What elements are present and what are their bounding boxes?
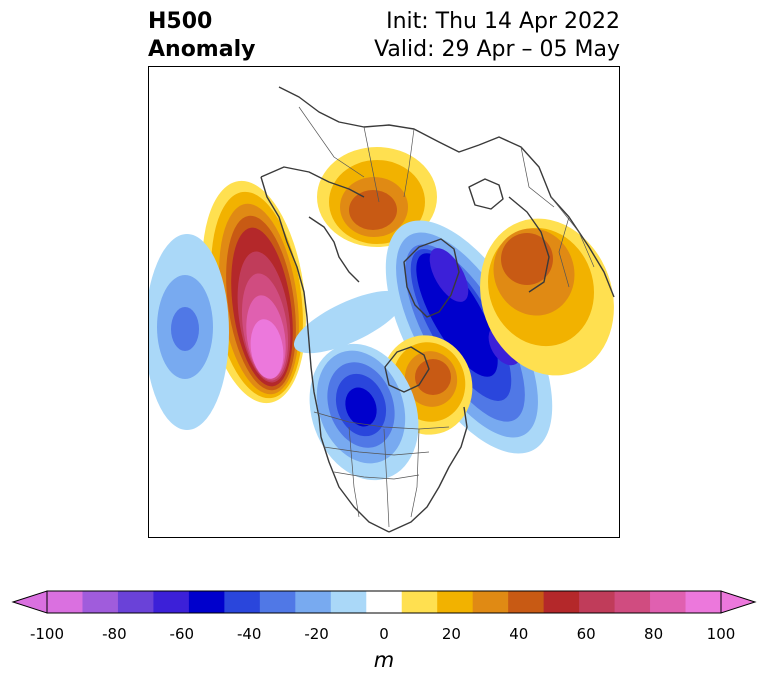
colorbar-swatch: [685, 591, 722, 613]
colorbar-tick-label: -80: [102, 625, 127, 643]
map-canvas: [149, 86, 615, 533]
colorbar-tick-label: 60: [576, 625, 596, 643]
colorbar-swatch: [472, 591, 509, 613]
colorbar-tick-label: 80: [644, 625, 664, 643]
colorbar-swatch: [508, 591, 545, 613]
colorbar-swatch: [153, 591, 190, 613]
colorbar-tick-label: -60: [169, 625, 195, 643]
colorbar-extend-max: [720, 590, 757, 614]
colorbar-tick-label: -20: [304, 625, 329, 643]
title-line-1: H500: [148, 9, 213, 34]
colorbar-tick-label: 20: [441, 625, 461, 643]
colorbar-swatch: [579, 591, 616, 613]
colorbar-swatch: [366, 591, 403, 613]
title-line-2: Anomaly: [148, 37, 256, 62]
political-borders: [298, 106, 595, 528]
colorbar-swatch: [650, 591, 687, 613]
colorbar-swatch: [47, 591, 83, 613]
colorbar-swatch: [543, 591, 580, 613]
ridge-europe: [480, 218, 614, 376]
colorbar-swatch: [401, 591, 438, 613]
date-info: Init: Thu 14 Apr 2022 Valid: 29 Apr – 05…: [374, 8, 620, 64]
colorbar-swatch: [295, 591, 332, 613]
colorbar-tick-label: 0: [379, 625, 389, 643]
colorbar-swatch: [437, 591, 474, 613]
colorbar-swatch: [82, 591, 119, 613]
init-date: Init: Thu 14 Apr 2022: [386, 9, 620, 34]
colorbar-swatch: [224, 591, 261, 613]
colorbar-tick-label: 100: [706, 625, 736, 643]
colorbar-tick-label: 40: [509, 625, 529, 643]
trough-central-pacific: [149, 234, 229, 430]
colorbar-swatch: [614, 591, 651, 613]
trough-arctic-atlantic: [293, 220, 553, 454]
colorbar-swatch: [188, 591, 225, 613]
colorbar-tick-label: -40: [236, 625, 262, 643]
colorbar-unit: m: [373, 648, 395, 672]
colorbar: [11, 590, 757, 614]
colorbar-outline: [46, 590, 722, 614]
map-title: H500 Anomaly: [148, 8, 255, 64]
valid-date: Valid: 29 Apr – 05 May: [374, 37, 620, 62]
anomaly-map: [148, 66, 620, 538]
ridge-siberia: [317, 147, 437, 247]
colorbar-swatch: [117, 591, 154, 613]
colorbar-swatch: [330, 591, 367, 613]
colorbar-swatch: [259, 591, 296, 613]
colorbar-extend-min: [11, 590, 48, 614]
colorbar-tick-label: -100: [29, 625, 65, 643]
